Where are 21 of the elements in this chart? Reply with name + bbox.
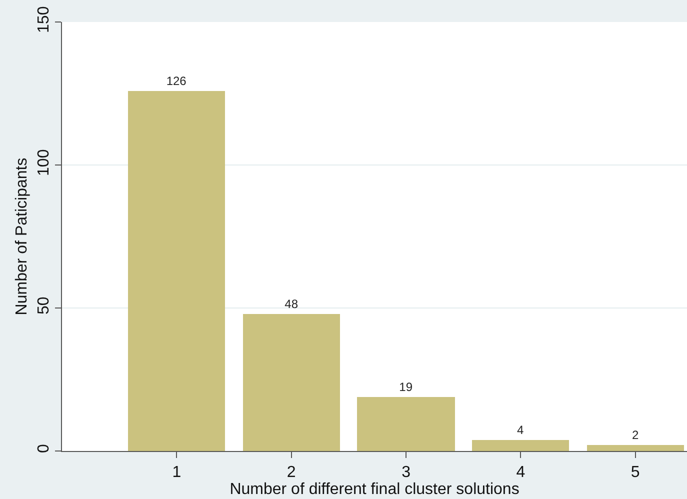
- x-tick-label: 1: [172, 464, 182, 482]
- x-tick-label: 5: [630, 464, 640, 482]
- bar: [472, 440, 569, 451]
- y-tick-label: 0: [36, 444, 53, 454]
- data-label: 2: [632, 428, 639, 442]
- data-label: 4: [517, 423, 524, 437]
- y-tick-label: 150: [36, 6, 53, 33]
- x-axis-title: Number of different final cluster solutions: [230, 481, 520, 498]
- y-axis-title: Number of Paticipants: [14, 158, 30, 316]
- x-tick-label: 3: [402, 464, 411, 482]
- x-tick-label: 4: [516, 464, 526, 482]
- y-tick-label: 50: [36, 296, 53, 314]
- bar: [357, 397, 455, 451]
- data-label: 19: [399, 380, 413, 394]
- bar: [243, 314, 340, 451]
- y-tick-label: 100: [36, 149, 53, 176]
- x-tick-label: 2: [286, 464, 296, 482]
- data-label: 126: [166, 74, 187, 88]
- data-label: 48: [284, 297, 298, 311]
- bar: [128, 91, 225, 451]
- bar: [587, 445, 684, 451]
